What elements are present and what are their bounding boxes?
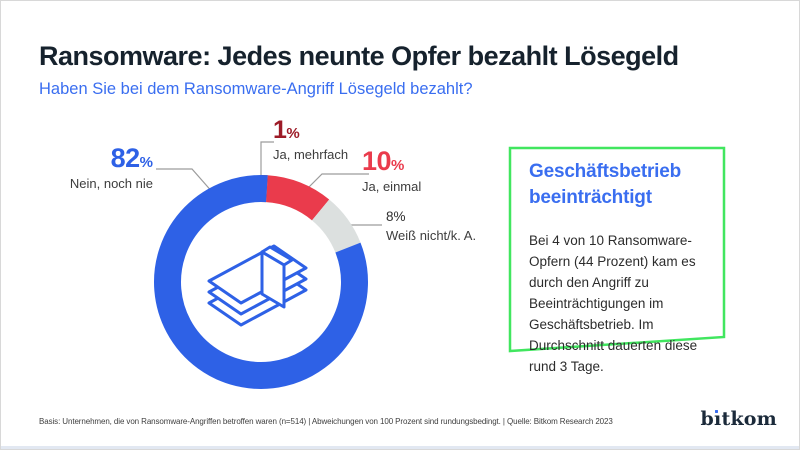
page-title: Ransomware: Jedes neunte Opfer bezahlt L…	[39, 41, 679, 71]
leader-line-nein-noch-nie	[156, 168, 215, 195]
source-note: Basis: Unternehmen, die von Ransomware-A…	[39, 417, 613, 426]
segment-value: 10%	[362, 146, 405, 176]
segment-name: Nein, noch nie	[69, 176, 153, 191]
logo-i-dot-icon	[715, 409, 719, 413]
money-stack-icon-path	[260, 250, 286, 309]
donut-segment-nein-noch-nie	[154, 175, 368, 389]
infobox-border	[508, 146, 726, 353]
segment-label-ja-einmal: 10% Ja, einmal	[362, 148, 421, 195]
logo-text-left: b	[700, 408, 715, 430]
money-stack-icon	[207, 244, 308, 327]
segment-value: 8%	[386, 209, 406, 224]
infobox-title: Geschäftsbetrieb beeinträchtigt	[529, 161, 682, 208]
segment-name: Weiß nicht/k. A.	[386, 228, 477, 243]
segment-value: 1%	[273, 116, 300, 144]
chart-question: Haben Sie bei dem Ransomware-Angriff Lös…	[39, 80, 473, 98]
bottom-edge-strip	[1, 446, 799, 449]
logo-i: ı	[714, 408, 722, 430]
segment-name: Ja, einmal	[362, 179, 422, 194]
leader-line-ja-mehrfach	[260, 141, 274, 178]
bitkom-logo: bı tkom	[701, 408, 777, 430]
infobox-body: Bei 4 von 10 Ransomware-Opfern (44 Proze…	[529, 233, 698, 374]
leader-line-ja-einmal	[303, 173, 369, 193]
segment-label-nein-noch-nie: 82% Nein, noch nie	[23, 145, 153, 192]
donut-segment-ja-einmal	[265, 175, 330, 221]
segment-name: Ja, mehrfach	[273, 147, 349, 162]
segment-label-weiss-nicht: 8% Weiß nicht/k. A.	[386, 209, 476, 244]
segment-label-ja-mehrfach: 1% Ja, mehrfach	[273, 118, 348, 163]
segment-value: 82%	[110, 143, 153, 173]
donut-segment-wei-nicht-k-a-	[311, 199, 361, 254]
logo-text-right: tkom	[721, 408, 777, 430]
